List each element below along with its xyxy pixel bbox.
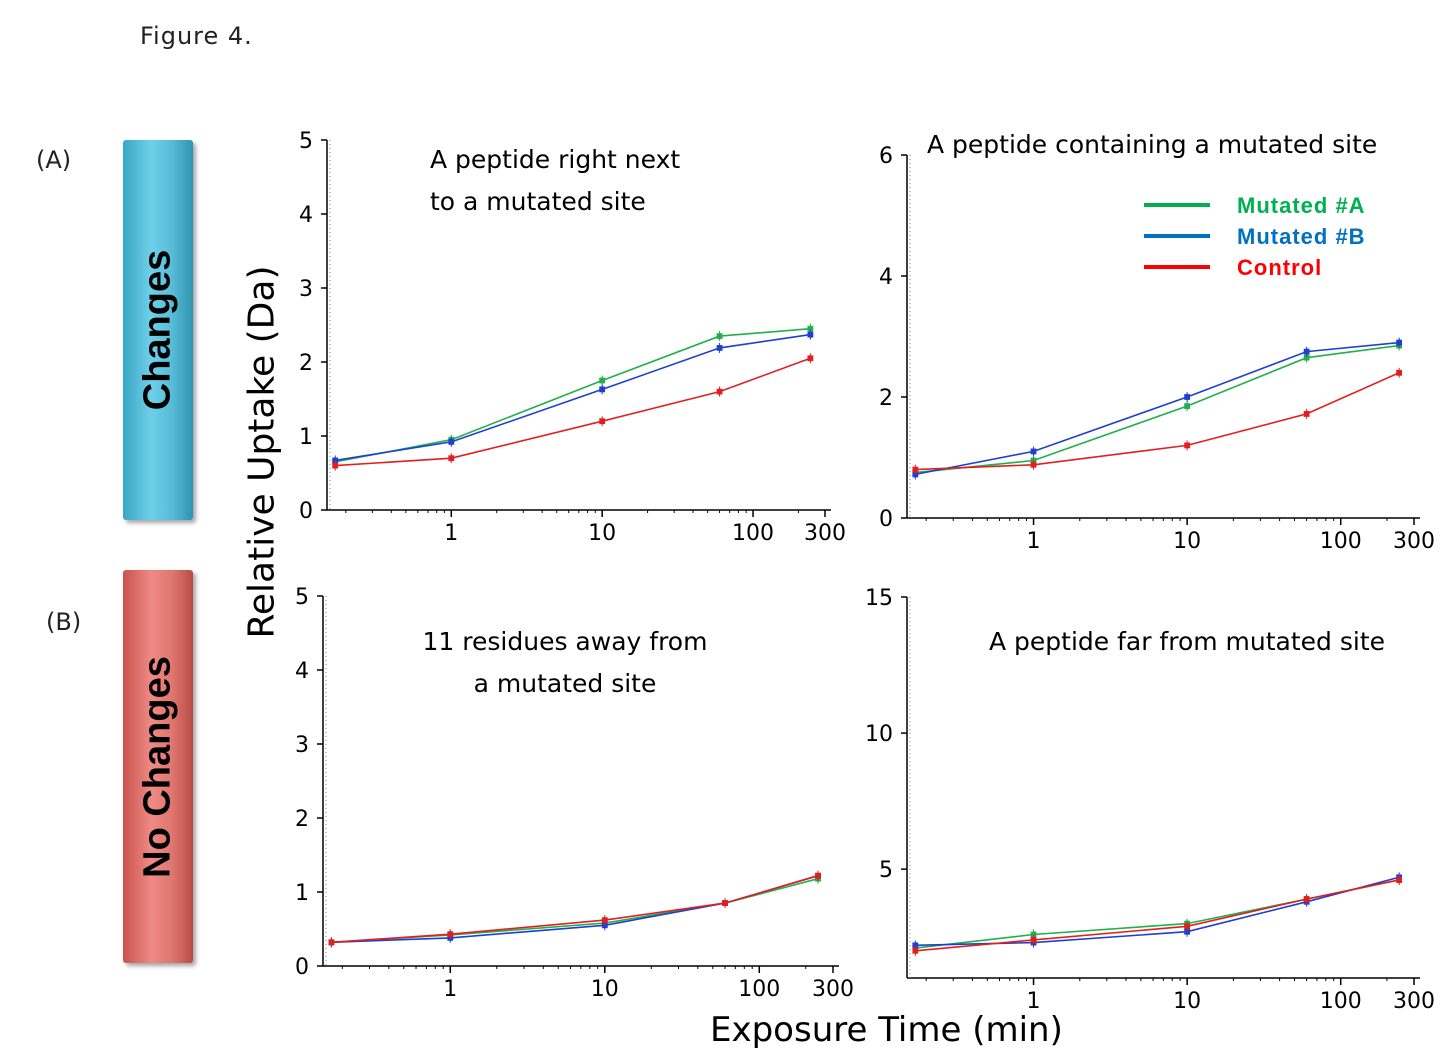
- x-tick-label: 100: [732, 521, 774, 546]
- y-tick-label: 1: [295, 881, 309, 906]
- legend-label: Mutated #A: [1237, 193, 1366, 218]
- legend-label: Mutated #B: [1237, 224, 1366, 249]
- y-tick-label: 2: [879, 386, 893, 411]
- series-line-mutatedb: [335, 333, 811, 462]
- y-tick-label: 6: [879, 144, 893, 169]
- chart-title: A peptide far from mutated site: [989, 627, 1385, 656]
- chart-panel-1: 0 1 2 3 4 5 1 10 100 300 A peptide right next to a …: [299, 129, 846, 546]
- series-line-mutatedb: [331, 874, 819, 944]
- data-point: [716, 333, 723, 340]
- series-line-mutateda: [331, 877, 819, 944]
- series-line-mutateda: [335, 327, 811, 463]
- series-line-mutatedb: [915, 876, 1400, 947]
- series-line-mutateda: [915, 344, 1400, 474]
- data-point: [448, 439, 455, 445]
- y-tick-label: 1: [299, 425, 313, 450]
- data-point: [1184, 442, 1191, 449]
- chart-title: 11 residues away from: [423, 627, 708, 656]
- data-point: [807, 355, 814, 362]
- data-point: [1030, 937, 1037, 943]
- series-line-mutateda: [915, 879, 1400, 949]
- y-tick-label: 4: [299, 203, 313, 228]
- data-point: [1030, 448, 1037, 455]
- x-tick-label: 300: [804, 521, 846, 546]
- chart-title: a mutated site: [474, 669, 657, 698]
- x-tick-label: 100: [1320, 529, 1362, 554]
- x-tick-label: 1: [1027, 989, 1041, 1014]
- y-tick-label: 4: [295, 659, 309, 684]
- data-point: [1303, 348, 1310, 355]
- y-tick-label: 2: [299, 351, 313, 376]
- data-point: [1303, 411, 1310, 417]
- data-point: [1184, 403, 1191, 409]
- data-point: [912, 466, 919, 473]
- chart-title: to a mutated site: [430, 187, 646, 216]
- data-point: [1396, 339, 1403, 346]
- y-tick-label: 4: [879, 265, 893, 290]
- x-tick-label: 1: [443, 977, 457, 1002]
- data-point: [328, 939, 335, 946]
- data-point: [1030, 461, 1037, 468]
- y-tick-label: 2: [295, 807, 309, 832]
- y-tick-label: 3: [299, 277, 313, 302]
- panel-label-a: (A): [36, 146, 72, 174]
- changes-bar: Changes: [123, 140, 193, 520]
- panel-label-b: (B): [46, 608, 82, 636]
- data-point: [1184, 394, 1191, 400]
- series-line-mutatedb: [915, 341, 1400, 476]
- data-point: [599, 377, 606, 384]
- data-point: [599, 418, 606, 425]
- legend-label: Control: [1237, 255, 1322, 280]
- y-tick-label: 3: [295, 733, 309, 758]
- y-tick-label: 5: [299, 129, 313, 154]
- y-tick-label: 0: [295, 955, 309, 980]
- x-tick-label: 10: [588, 521, 616, 546]
- data-point: [716, 345, 723, 351]
- data-point: [1303, 896, 1310, 902]
- x-tick-label: 10: [591, 977, 619, 1002]
- x-tick-label: 1: [1027, 529, 1041, 554]
- data-point: [807, 331, 814, 338]
- x-tick-label: 300: [1393, 529, 1435, 554]
- x-tick-label: 100: [738, 977, 780, 1002]
- data-point: [599, 386, 606, 393]
- x-axis-label: Exposure Time (min): [710, 1010, 1063, 1050]
- data-point: [332, 462, 339, 469]
- data-point: [815, 872, 821, 879]
- chart-panel-2: 0 2 4 6 1 10 100 300 A peptide containing a muta…: [879, 130, 1435, 554]
- y-tick-label: 0: [879, 507, 893, 532]
- y-tick-label: 0: [299, 499, 313, 524]
- series-line-control: [331, 874, 819, 944]
- y-tick-label: 5: [295, 585, 309, 610]
- y-tick-label: 5: [879, 858, 893, 883]
- data-point: [447, 931, 454, 938]
- data-point: [1396, 369, 1403, 376]
- data-point: [722, 900, 728, 906]
- chart-title: A peptide right next: [430, 145, 680, 174]
- data-point: [601, 917, 608, 924]
- data-point: [912, 947, 919, 954]
- x-tick-label: 1: [444, 521, 458, 546]
- x-tick-label: 100: [1320, 989, 1362, 1014]
- data-point: [1184, 923, 1191, 930]
- y-tick-label: 15: [865, 586, 893, 611]
- x-tick-label: 10: [1173, 989, 1201, 1014]
- series-line-control: [915, 372, 1400, 471]
- x-tick-label: 10: [1173, 529, 1201, 554]
- figure-title: Figure 4.: [140, 22, 253, 50]
- data-point: [716, 388, 723, 395]
- chart-panel-4: 5 10 15 1 10 100 300 A peptide far from mutated…: [865, 586, 1435, 1014]
- data-point: [1396, 877, 1403, 883]
- chart-panel-3: 0 1 2 3 4 5 1 10 100 300 11 residues away from a mu…: [295, 585, 854, 1002]
- x-tick-label: 300: [812, 977, 854, 1002]
- x-tick-label: 300: [1393, 989, 1435, 1014]
- data-point: [448, 455, 455, 462]
- chart-title: A peptide containing a mutated site: [927, 130, 1377, 159]
- y-tick-label: 10: [865, 722, 893, 747]
- no-changes-bar: No Changes: [123, 570, 193, 963]
